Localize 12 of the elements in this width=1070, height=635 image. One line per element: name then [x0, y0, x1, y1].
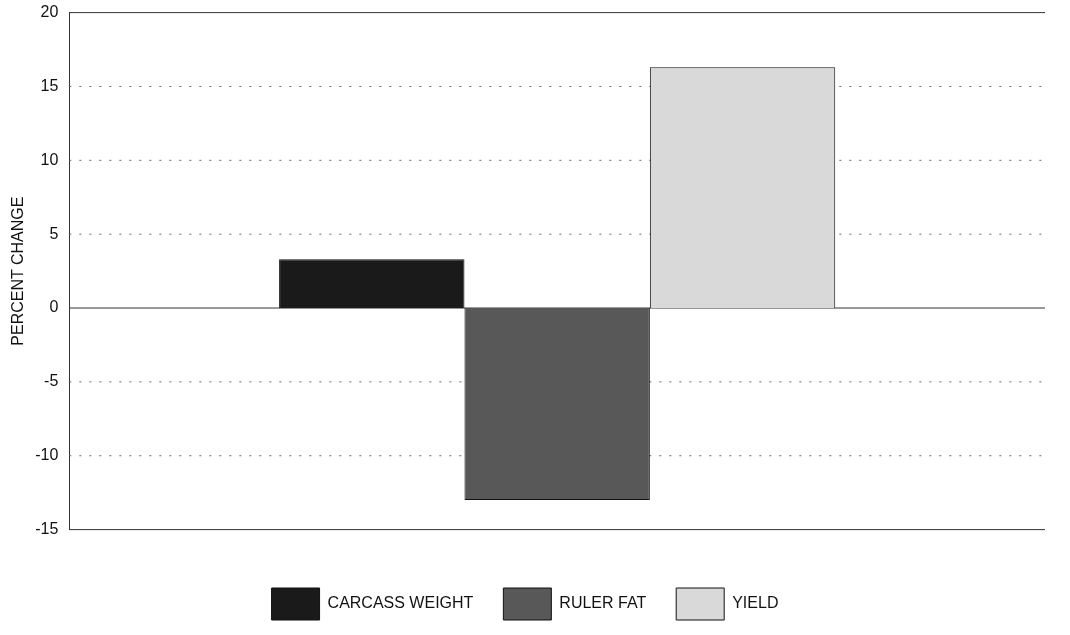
- y-tick-label: -10: [35, 446, 59, 464]
- y-tick-label: 15: [40, 76, 59, 94]
- y-tick-label: -15: [35, 520, 59, 538]
- y-tick-label: 10: [40, 150, 59, 168]
- legend-label: YIELD: [732, 594, 779, 612]
- y-axis-title: PERCENT CHANGE: [9, 196, 27, 346]
- y-tick-label: 5: [49, 224, 59, 242]
- legend-label: CARCASS WEIGHT: [327, 594, 474, 612]
- y-tick-label: 0: [49, 298, 59, 316]
- y-tick-label: -5: [44, 372, 59, 390]
- legend-label: RULER FAT: [559, 594, 647, 612]
- y-tick-label: 20: [40, 3, 59, 21]
